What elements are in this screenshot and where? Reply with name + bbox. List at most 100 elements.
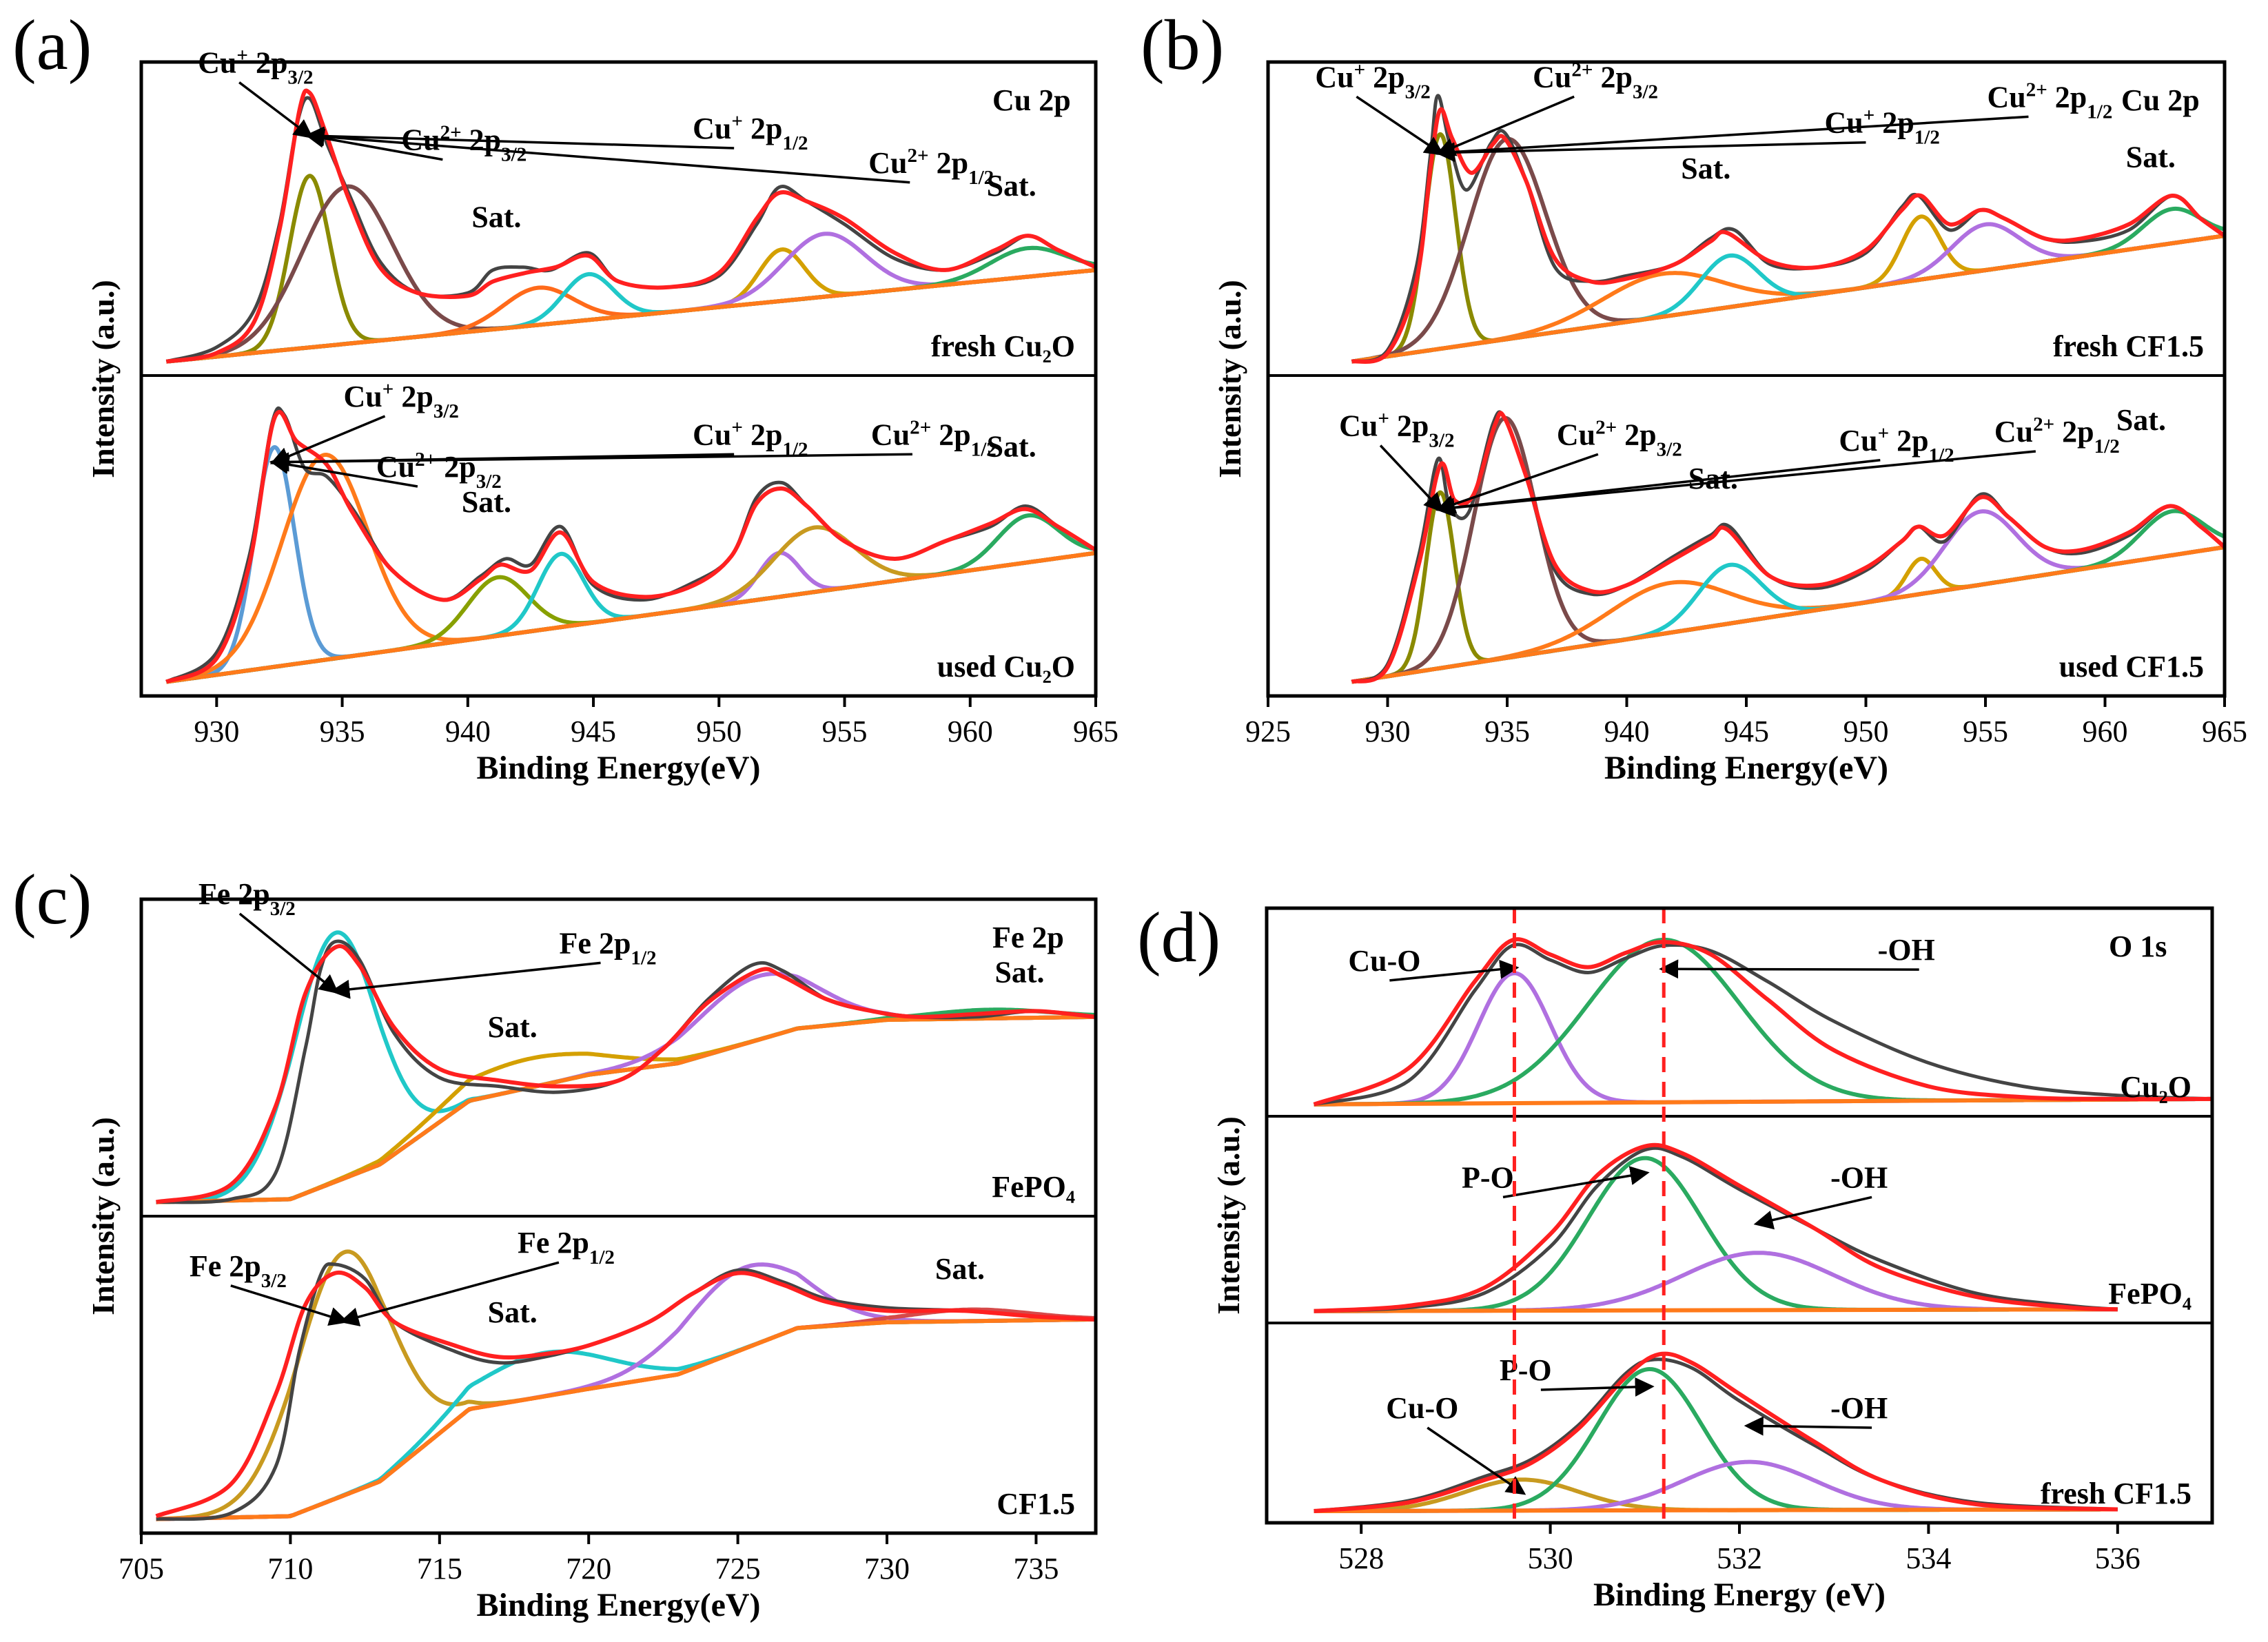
peak-annotation: Cu+ 2p3/2 xyxy=(1315,59,1430,103)
peak-annotation: Sat. xyxy=(994,955,1044,989)
subplot-b-2: Cu+ 2p3/2 Cu2+ 2p3/2 Sat. Cu+ 2p1/2 Cu2+ 2p1… xyxy=(1268,374,2226,684)
annotation-arrow xyxy=(1389,959,1520,982)
panel-label: (c) xyxy=(12,860,92,939)
x-tick-label: 950 xyxy=(696,715,742,748)
y-axis-label: Intensity (a.u.) xyxy=(85,1117,121,1315)
peak-annotation: P-O xyxy=(1462,1160,1514,1194)
baseline-line xyxy=(1351,234,2225,364)
peak-component-2 xyxy=(156,1317,1096,1521)
peak-annotation: Cu+ 2p3/2 xyxy=(1339,408,1454,452)
peak-annotation: Cu-O xyxy=(1386,1391,1458,1425)
peak-annotation: P-O xyxy=(1500,1353,1552,1387)
peak-annotation: Sat. xyxy=(1681,152,1730,185)
peak-component-1 xyxy=(166,445,1096,684)
peak-component-3 xyxy=(156,1262,1096,1521)
x-tick-label: 735 xyxy=(1013,1552,1059,1585)
x-tick-label: 960 xyxy=(2083,715,2128,748)
peak-annotation: Sat. xyxy=(2116,403,2166,437)
x-axis-label: Binding Energy(eV) xyxy=(476,750,760,786)
peak-annotation: Cu2+ 2p1/2 xyxy=(868,145,994,189)
sample-label: FePO₄ xyxy=(992,1170,1075,1204)
annotation-arrow xyxy=(1435,115,2029,162)
fit-envelope-line xyxy=(1314,1351,2118,1513)
annotation-arrow xyxy=(1356,95,1444,156)
peak-annotation: Cu+ 2p3/2 xyxy=(198,45,313,89)
peak-component-1 xyxy=(156,1249,1096,1521)
peak-annotation: Sat. xyxy=(471,201,521,234)
fit-envelope-line xyxy=(165,88,1097,364)
plot-frame xyxy=(139,897,1098,1535)
annotation-arrow xyxy=(269,452,912,472)
sample-label: FePO₄ xyxy=(2108,1277,2192,1311)
baseline-line xyxy=(166,551,1096,684)
x-tick-label: 965 xyxy=(2202,715,2247,748)
baseline-line xyxy=(1314,1507,2118,1513)
peak-component-2 xyxy=(1351,136,2225,364)
baseline-line xyxy=(166,267,1096,364)
spectrum-title: O 1s xyxy=(2109,930,2167,963)
panel-label: (b) xyxy=(1141,6,1224,85)
subplot-d-3: Cu-O P-O -OH fresh CF1.5 xyxy=(1267,1322,2212,1513)
x-axis-label: Binding Energy (eV) xyxy=(1593,1577,1886,1613)
peak-annotation: Cu+ 2p3/2 xyxy=(344,378,459,422)
baseline-line xyxy=(1351,545,2225,684)
x-tick-label: 530 xyxy=(1528,1541,1573,1575)
spectrum-title: Cu 2p xyxy=(992,83,1071,117)
annotation-arrow xyxy=(238,912,339,994)
x-tick-label: 955 xyxy=(822,715,868,748)
peak-annotation: -OH xyxy=(1830,1391,1888,1425)
x-tick-label: 532 xyxy=(1717,1541,1762,1575)
peak-annotation: Fe 2p3/2 xyxy=(190,1249,287,1292)
panel-b: (b) Cu+ 2p3/2 Cu2+ 2p3/2 Sat. Cu+ 2p1/2 Cu2+ … xyxy=(1141,6,2247,786)
annotation-arrow xyxy=(1435,450,2036,517)
peak-component-1 xyxy=(156,930,1096,1204)
x-tick-label: 528 xyxy=(1338,1541,1384,1575)
panel-label: (d) xyxy=(1137,898,1220,977)
x-tick-label: 955 xyxy=(1963,715,2008,748)
peak-annotation: Cu2+ 2p1/2 xyxy=(871,416,997,460)
annotation-arrow xyxy=(269,455,418,488)
peak-annotation: Sat. xyxy=(488,1295,538,1329)
x-tick-label: 935 xyxy=(320,715,365,748)
annotation-arrow xyxy=(1427,1426,1526,1495)
fit-envelope-line xyxy=(1313,937,2213,1107)
annotation-arrow xyxy=(1379,444,1444,513)
sample-label: used CF1.5 xyxy=(2059,650,2204,684)
annotation-arrow xyxy=(305,126,735,150)
annotation-arrow xyxy=(305,127,910,184)
subplot-d-1: Cu-O -OH O 1s Cu₂O xyxy=(1313,930,2213,1107)
x-tick-label: 950 xyxy=(1843,715,1889,748)
baseline-line xyxy=(156,1014,1096,1204)
raw-spectrum-line xyxy=(156,1262,1096,1521)
subplot-b-1: Cu+ 2p3/2 Cu2+ 2p3/2 Sat. Cu+ 2p1/2 Cu2+ 2p1… xyxy=(1315,59,2226,364)
peak-annotation: Cu2+ 2p3/2 xyxy=(376,449,502,493)
baseline-line xyxy=(156,1317,1096,1521)
x-tick-label: 940 xyxy=(445,715,491,748)
peak-component-2 xyxy=(156,1014,1096,1204)
x-tick-label: 710 xyxy=(267,1552,313,1585)
annotation-arrow xyxy=(339,1261,560,1326)
x-tick-label: 930 xyxy=(1365,715,1411,748)
peak-annotation: Cu2+ 2p1/2 xyxy=(1994,413,2120,458)
sample-label: fresh CF1.5 xyxy=(2041,1477,2192,1510)
sample-label: fresh CF1.5 xyxy=(2053,329,2204,363)
spectrum-title: Cu 2p xyxy=(2121,83,2200,117)
peak-annotation: Cu-O xyxy=(1348,944,1420,978)
peak-annotation: -OH xyxy=(1830,1160,1888,1194)
panel-d: (d) Cu-O -OH O 1s Cu₂O P-O -OH FePO₄ Cu-O P-O -OH f… xyxy=(1137,898,2214,1613)
fit-envelope-line xyxy=(155,944,1096,1204)
annotation-arrow xyxy=(238,81,314,139)
x-tick-label: 965 xyxy=(1073,715,1118,748)
peak-annotation: Cu+ 2p1/2 xyxy=(693,110,808,154)
peak-component-1 xyxy=(1351,132,2225,364)
annotation-arrow xyxy=(1436,95,1575,156)
x-tick-label: 720 xyxy=(566,1552,611,1585)
x-tick-label: 945 xyxy=(571,715,616,748)
x-tick-label: 715 xyxy=(417,1552,462,1585)
peak-component-4 xyxy=(156,1307,1096,1521)
peak-annotation: Sat. xyxy=(987,169,1036,203)
x-tick-label: 940 xyxy=(1604,715,1650,748)
